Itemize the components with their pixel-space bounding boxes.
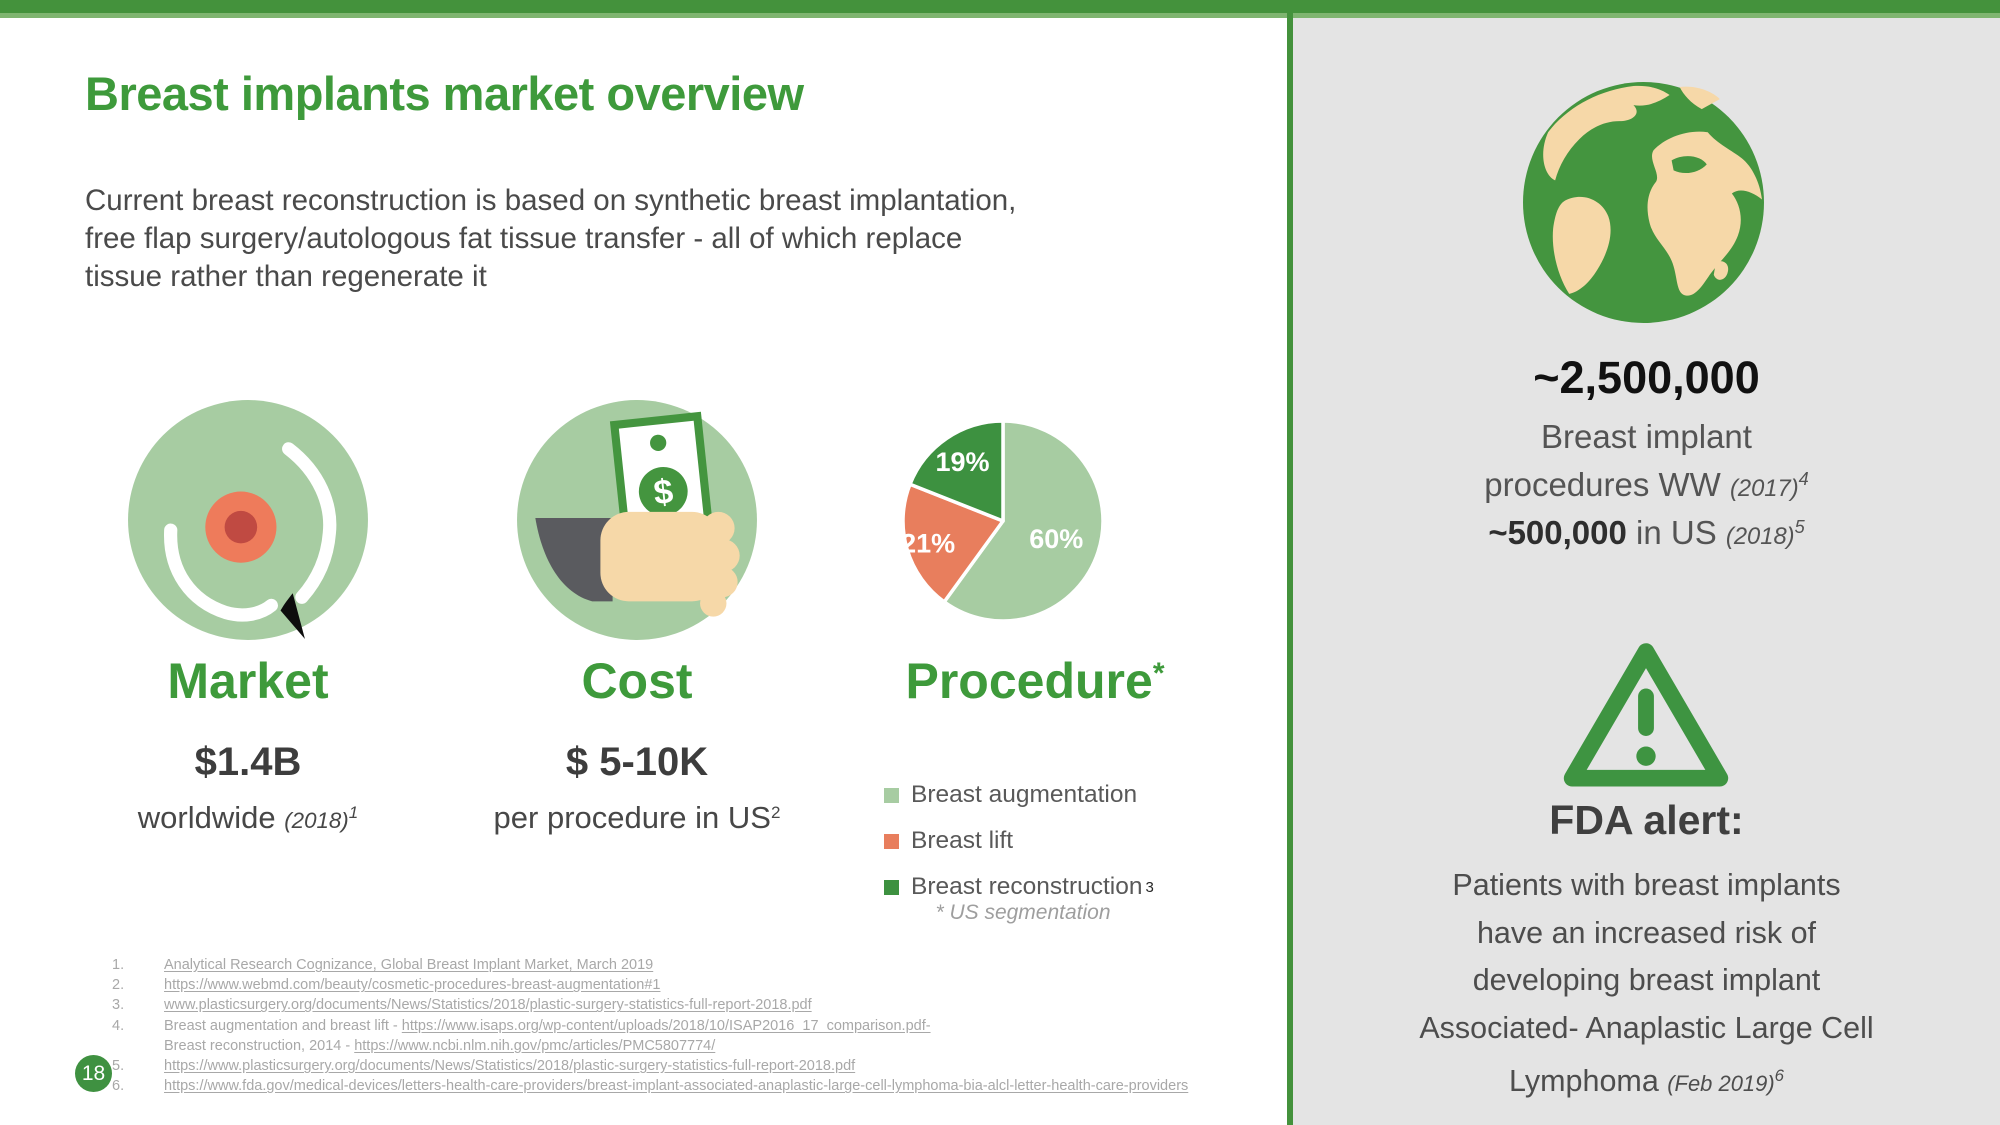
- cost-caption: per procedure in US2: [493, 800, 781, 835]
- legend-swatch: [884, 833, 899, 849]
- intro-line: tissue rather than regenerate it: [85, 260, 487, 293]
- cost-heading: Cost: [581, 653, 693, 709]
- footnotes: 1. Analytical Research Cognizance, Global…: [112, 955, 1188, 1096]
- ww-procedures-value: ~2,500,000: [1533, 352, 1760, 403]
- procedure-legend: Breast augmentation Breast lift Breast rec…: [884, 772, 1154, 910]
- page-title: Breast implants market overview: [85, 67, 804, 120]
- money-hand-icon: $: [517, 400, 757, 640]
- legend-item: Breast augmentation: [884, 772, 1154, 818]
- fda-alert-heading: FDA alert:: [1549, 797, 1744, 843]
- footnote-link[interactable]: https://www.ncbi.nlm.nih.gov/pmc/article…: [354, 1037, 716, 1054]
- ww-line1: Breast implant: [1541, 418, 1752, 455]
- pie-slice: [942, 419, 1105, 623]
- page-number-badge: 18: [75, 1055, 112, 1092]
- legend-swatch: [884, 879, 899, 895]
- footnote-row: 1. Analytical Research Cognizance, Global…: [112, 955, 1188, 975]
- ww-line2: procedures WW (2017)4: [1484, 466, 1809, 503]
- segmentation-note: * US segmentation: [935, 901, 1111, 924]
- footnote-text: https://www.plasticsurgery.org/documents…: [164, 1056, 855, 1076]
- pie-slice-label: 60%: [1029, 524, 1083, 554]
- footnote-number: 6.: [112, 1078, 125, 1095]
- footnote-number: 1.: [112, 957, 125, 973]
- market-value: $1.4B: [194, 740, 302, 784]
- footnote-row: 3. www.plasticsurgery.org/documents/News/…: [112, 995, 1188, 1015]
- pie-slice: [908, 419, 1005, 523]
- top-accent-bar-edge: [0, 13, 2000, 18]
- footnote-number: [112, 1036, 134, 1056]
- footnote-link[interactable]: https://www.webmd.com/beauty/cosmetic-pr…: [164, 977, 661, 994]
- footnote-number: 4.: [112, 1017, 125, 1034]
- fda-alert-text: Patients with breast implants have an in…: [1293, 862, 2000, 1108]
- footnote-link[interactable]: https://www.plasticsurgery.org/documents…: [164, 1058, 856, 1075]
- footnote-link[interactable]: Analytical Research Cognizance, Global B…: [164, 957, 654, 973]
- legend-label: Breast augmentation: [911, 781, 1138, 808]
- fda-last-line: Lymphoma (Feb 2019)6: [1509, 1064, 1784, 1099]
- page-number: 18: [81, 1061, 106, 1085]
- pie-slice: [901, 482, 1005, 604]
- footnote-link[interactable]: https://www.isaps.org/wp-content/uploads…: [401, 1017, 931, 1034]
- footnote-text: Breast reconstruction, 2014 - https://ww…: [164, 1036, 715, 1056]
- globe-icon: [1523, 82, 1764, 323]
- footnote-text: https://www.fda.gov/medical-devices/lett…: [164, 1076, 1188, 1096]
- legend-swatch: [884, 787, 899, 803]
- fist: [600, 511, 740, 617]
- footnote-text: https://www.webmd.com/beauty/cosmetic-pr…: [164, 975, 660, 995]
- footnote-number: 3.: [112, 997, 125, 1014]
- footnote-text: www.plasticsurgery.org/documents/News/St…: [164, 995, 812, 1015]
- footnote-row: 5. https://www.plasticsurgery.org/documen…: [112, 1056, 1188, 1076]
- pie-slice-label: 19%: [935, 447, 989, 477]
- procedure-asterisk: *: [1152, 657, 1165, 690]
- footnote-row: 6. https://www.fda.gov/medical-devices/le…: [112, 1076, 1188, 1096]
- footnote-text: Breast augmentation and breast lift - ht…: [164, 1016, 931, 1036]
- procedure-heading: Procedure*: [905, 653, 1165, 709]
- ww-line3: ~500,000 in US (2018)5: [1488, 514, 1805, 551]
- breast-icon: [128, 400, 368, 640]
- market-caption: worldwide (2018)1: [137, 800, 359, 835]
- footnote-link[interactable]: www.plasticsurgery.org/documents/News/St…: [164, 997, 812, 1014]
- legend-footnote-ref: 3: [1145, 878, 1154, 896]
- footnote-number: 5.: [112, 1058, 125, 1075]
- legend-item: Breast lift: [884, 818, 1154, 864]
- footnote-link[interactable]: https://www.fda.gov/medical-devices/lett…: [164, 1078, 1189, 1095]
- legend-label: Breast lift: [911, 827, 1014, 854]
- footnote-row: Breast reconstruction, 2014 - https://ww…: [112, 1036, 1188, 1056]
- panel-divider: [1287, 13, 1293, 1125]
- intro-line: Current breast reconstruction is based o…: [85, 184, 1017, 217]
- footnote-row: 2. https://www.webmd.com/beauty/cosmetic-…: [112, 975, 1188, 995]
- pie-slice-label: 21%: [901, 528, 955, 558]
- cost-value: $ 5-10K: [565, 740, 709, 784]
- footnote-text: Analytical Research Cognizance, Global B…: [164, 955, 653, 975]
- footnote-plain-text: Breast reconstruction, 2014 -: [164, 1037, 355, 1054]
- footnote-plain-text: Breast augmentation and breast lift -: [164, 1017, 402, 1034]
- top-accent-bar: [0, 0, 2000, 13]
- warning-triangle-icon: [1563, 643, 1729, 787]
- intro-line: free flap surgery/autologous fat tissue …: [85, 222, 963, 255]
- legend-item: Breast reconstruction 3: [884, 864, 1154, 910]
- intro-paragraph: Current breast reconstruction is based o…: [85, 182, 1016, 296]
- pie-chart: 60% 21% 19%: [901, 419, 1105, 623]
- footnote-number: 2.: [112, 977, 125, 994]
- legend-label: Breast reconstruction: [911, 873, 1143, 900]
- market-heading: Market: [167, 653, 329, 709]
- svg-text:$: $: [652, 473, 675, 513]
- footnote-row: 4. Breast augmentation and breast lift - …: [112, 1016, 1188, 1036]
